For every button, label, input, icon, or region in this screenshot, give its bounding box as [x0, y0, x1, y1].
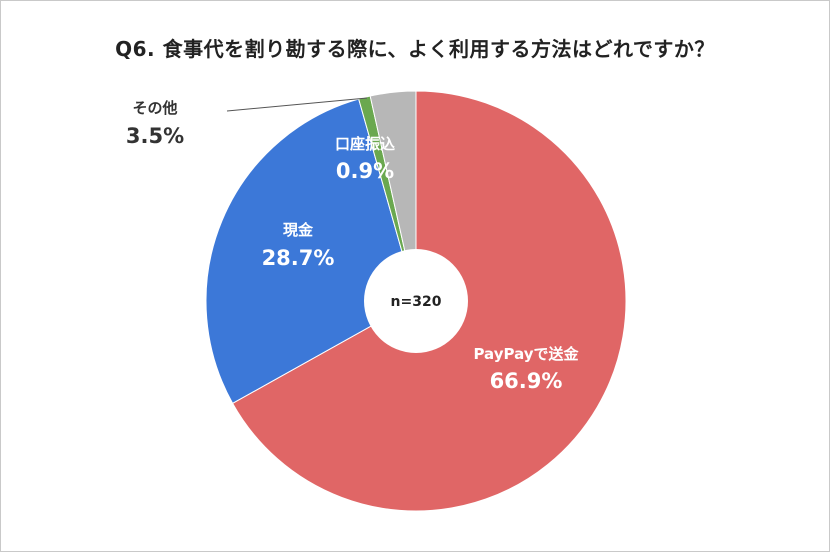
slice-label-name-2: 口座振込	[335, 135, 395, 153]
pie-slice-1	[205, 98, 417, 405]
slice-label-value-3: 3.5%	[126, 124, 184, 148]
donut-hole	[364, 249, 468, 353]
slice-label-name-1: 現金	[283, 221, 314, 239]
chart-title: Q6. 食事代を割り勘する際に、よく利用する方法はどれですか？	[115, 37, 715, 61]
pie-slice-3	[369, 90, 417, 302]
other-leader-line	[226, 97, 368, 112]
slice-labels: PayPayで送金 66.9% 現金 28.7% 口座振込 0.9% その他 3.5%	[126, 99, 580, 393]
slice-label-value-2: 0.9%	[336, 159, 394, 183]
slice-label-value-0: 66.9%	[490, 369, 563, 393]
sample-size-label: n=320	[391, 294, 442, 310]
slice-label-name-3: その他	[132, 99, 177, 117]
slice-label-value-1: 28.7%	[262, 246, 335, 270]
slice-label-name-0: PayPayで送金	[473, 345, 579, 363]
